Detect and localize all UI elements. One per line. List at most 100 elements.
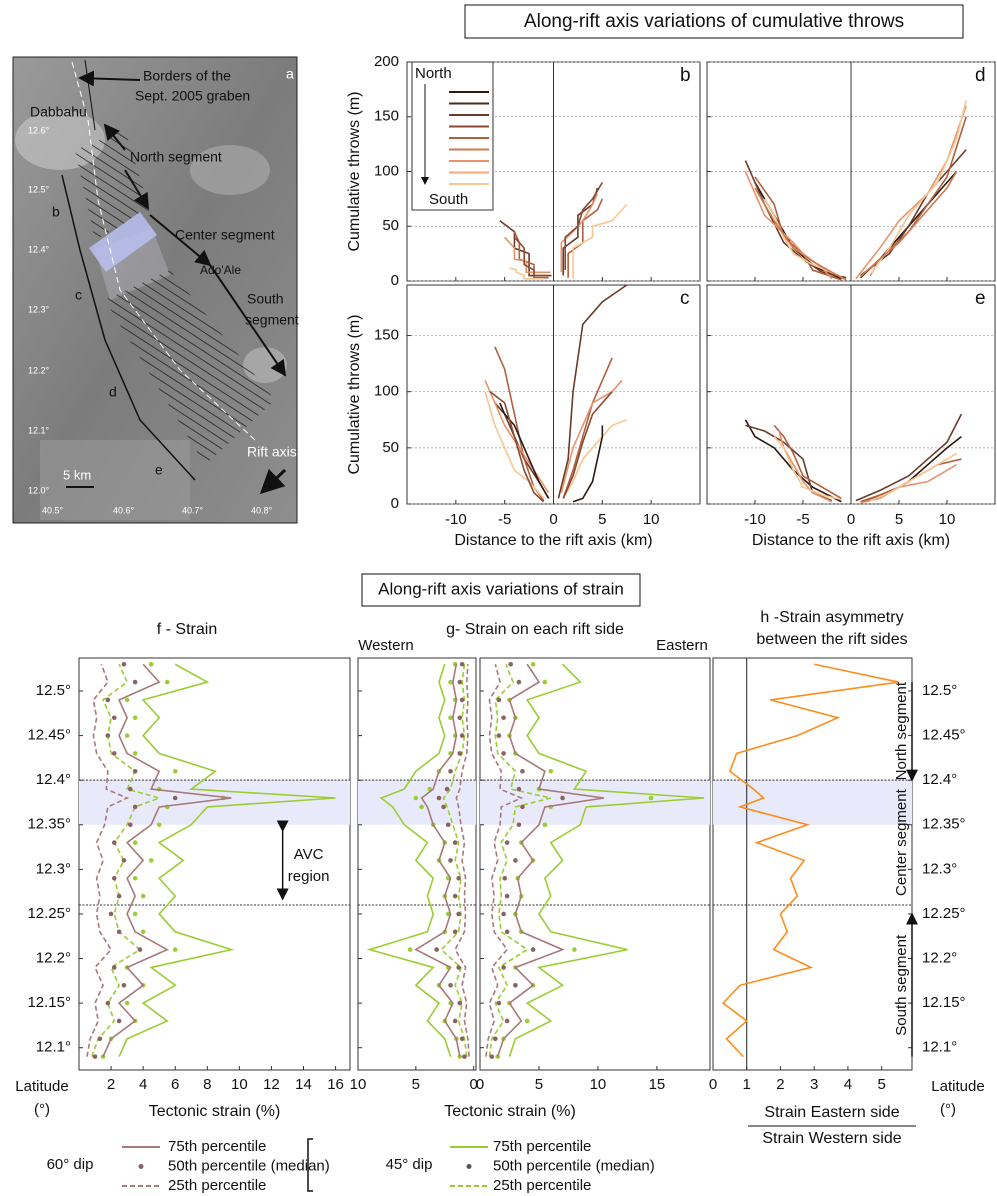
median-dot [457,679,463,685]
median-dot [530,661,536,667]
median-dot [105,1000,111,1006]
relief [190,145,270,195]
median-dot [513,982,518,988]
strain-line [366,663,452,1057]
strain-line [454,664,470,1057]
legend-label: 50th percentile (median) [168,1157,330,1174]
plot-frame [712,657,913,1071]
x-tick-label: 4 [139,1076,147,1093]
x-axis-label: Strain Eastern side [764,1104,899,1121]
x-tick-label: 10 [939,511,956,528]
median-dot [419,804,424,810]
legend-group: 60° dip [47,1156,94,1173]
median-dot [452,929,458,935]
y-tick-label: 12.5° [36,682,71,699]
median-dot [92,1054,98,1059]
map-label: Rift axis [247,444,297,460]
legend-label: 25th percentile [168,1177,266,1194]
median-dot [132,804,138,810]
annotation: region [288,868,330,885]
x-tick-label: 0 [476,1076,484,1093]
median-dot [457,751,463,756]
y-axis-label: Cumulative throws (m) [346,314,363,474]
throw-line [754,171,958,281]
map-label: Sept. 2005 graben [135,88,250,104]
median-dot [436,795,442,801]
y-tick-label: 12.5° [922,682,957,699]
y-tick-label: 12.35° [922,816,966,833]
heading-box [464,4,964,39]
median-dot [434,947,439,952]
lat-label: 12.4° [28,244,50,254]
arrow [78,70,141,87]
axis-label: Latitude [15,1078,68,1095]
panel-label: e [975,288,986,309]
arrow [149,214,212,267]
median-dot [132,715,138,721]
y-tick-label: 12.3° [922,860,957,877]
median-dot [520,768,525,774]
legend-box [411,61,494,211]
y-tick-label: 200 [374,53,399,70]
median-dot [116,893,122,899]
x-tick-label: 14 [295,1076,312,1093]
y-tick-label: 12.45° [922,727,966,744]
profiles-north [75,130,150,240]
x-axis-label: Strain Western side [762,1130,901,1147]
panel-label: a [286,66,294,82]
legend-swatch [138,1164,144,1169]
median-dot [456,911,461,917]
median-dot [493,1036,498,1042]
median-dot [542,822,548,828]
median-dot [444,786,450,792]
strain-line [488,663,551,1057]
median-dot [542,679,548,685]
highlight-band [713,780,912,825]
legend-bracket [307,1138,313,1192]
x-tick-label: 10 [590,1076,607,1093]
median-dot [496,733,502,738]
highlight-band [358,780,476,825]
x-tick-label: 10 [231,1076,248,1093]
median-dot [97,1036,103,1042]
highlight-band [79,780,350,825]
y-tick-label: 50 [382,439,399,456]
median-dot [560,795,565,801]
median-dot [516,822,522,828]
median-dot [448,715,453,721]
x-tick-label: 2 [107,1076,115,1093]
x-tick-label: 10 [350,1076,367,1093]
panel-label: c [680,288,690,309]
median-dot [111,965,117,970]
y-tick-label: 12.15° [27,994,71,1011]
median-dot [148,661,154,667]
map-panel: a Borders of the Sept. 2005 graben Dabba… [12,56,299,524]
y-tick-label: 12.25° [922,905,966,922]
median-dot [457,715,463,721]
median-dot [496,1000,502,1006]
x-tick-label: 0 [709,1076,717,1093]
x-tick-label: 5 [598,511,606,528]
median-dot [448,768,453,774]
lat-label: 12.5° [28,184,50,194]
map-label: segment [245,312,299,328]
strain-line [440,664,468,1057]
median-dot [459,733,465,738]
x-tick-label: 8 [203,1076,211,1093]
y-tick-label: 12.25° [27,905,71,922]
median-dot [172,947,178,952]
median-dot [132,679,138,685]
y-tick-label: 12.1° [922,1039,957,1056]
median-dot [448,679,453,685]
map-label: e [155,462,163,478]
median-dot [148,858,154,863]
legend-label: 75th percentile [168,1138,266,1155]
panel-title: f - Strain [157,621,217,638]
strain-line [414,664,461,1057]
x-tick-label: 16 [327,1076,344,1093]
y-tick-label: 12.4° [922,771,957,788]
median-dot [459,697,465,703]
map-label: Ado'Ale [200,263,241,277]
map-label: 5 km [63,467,91,482]
